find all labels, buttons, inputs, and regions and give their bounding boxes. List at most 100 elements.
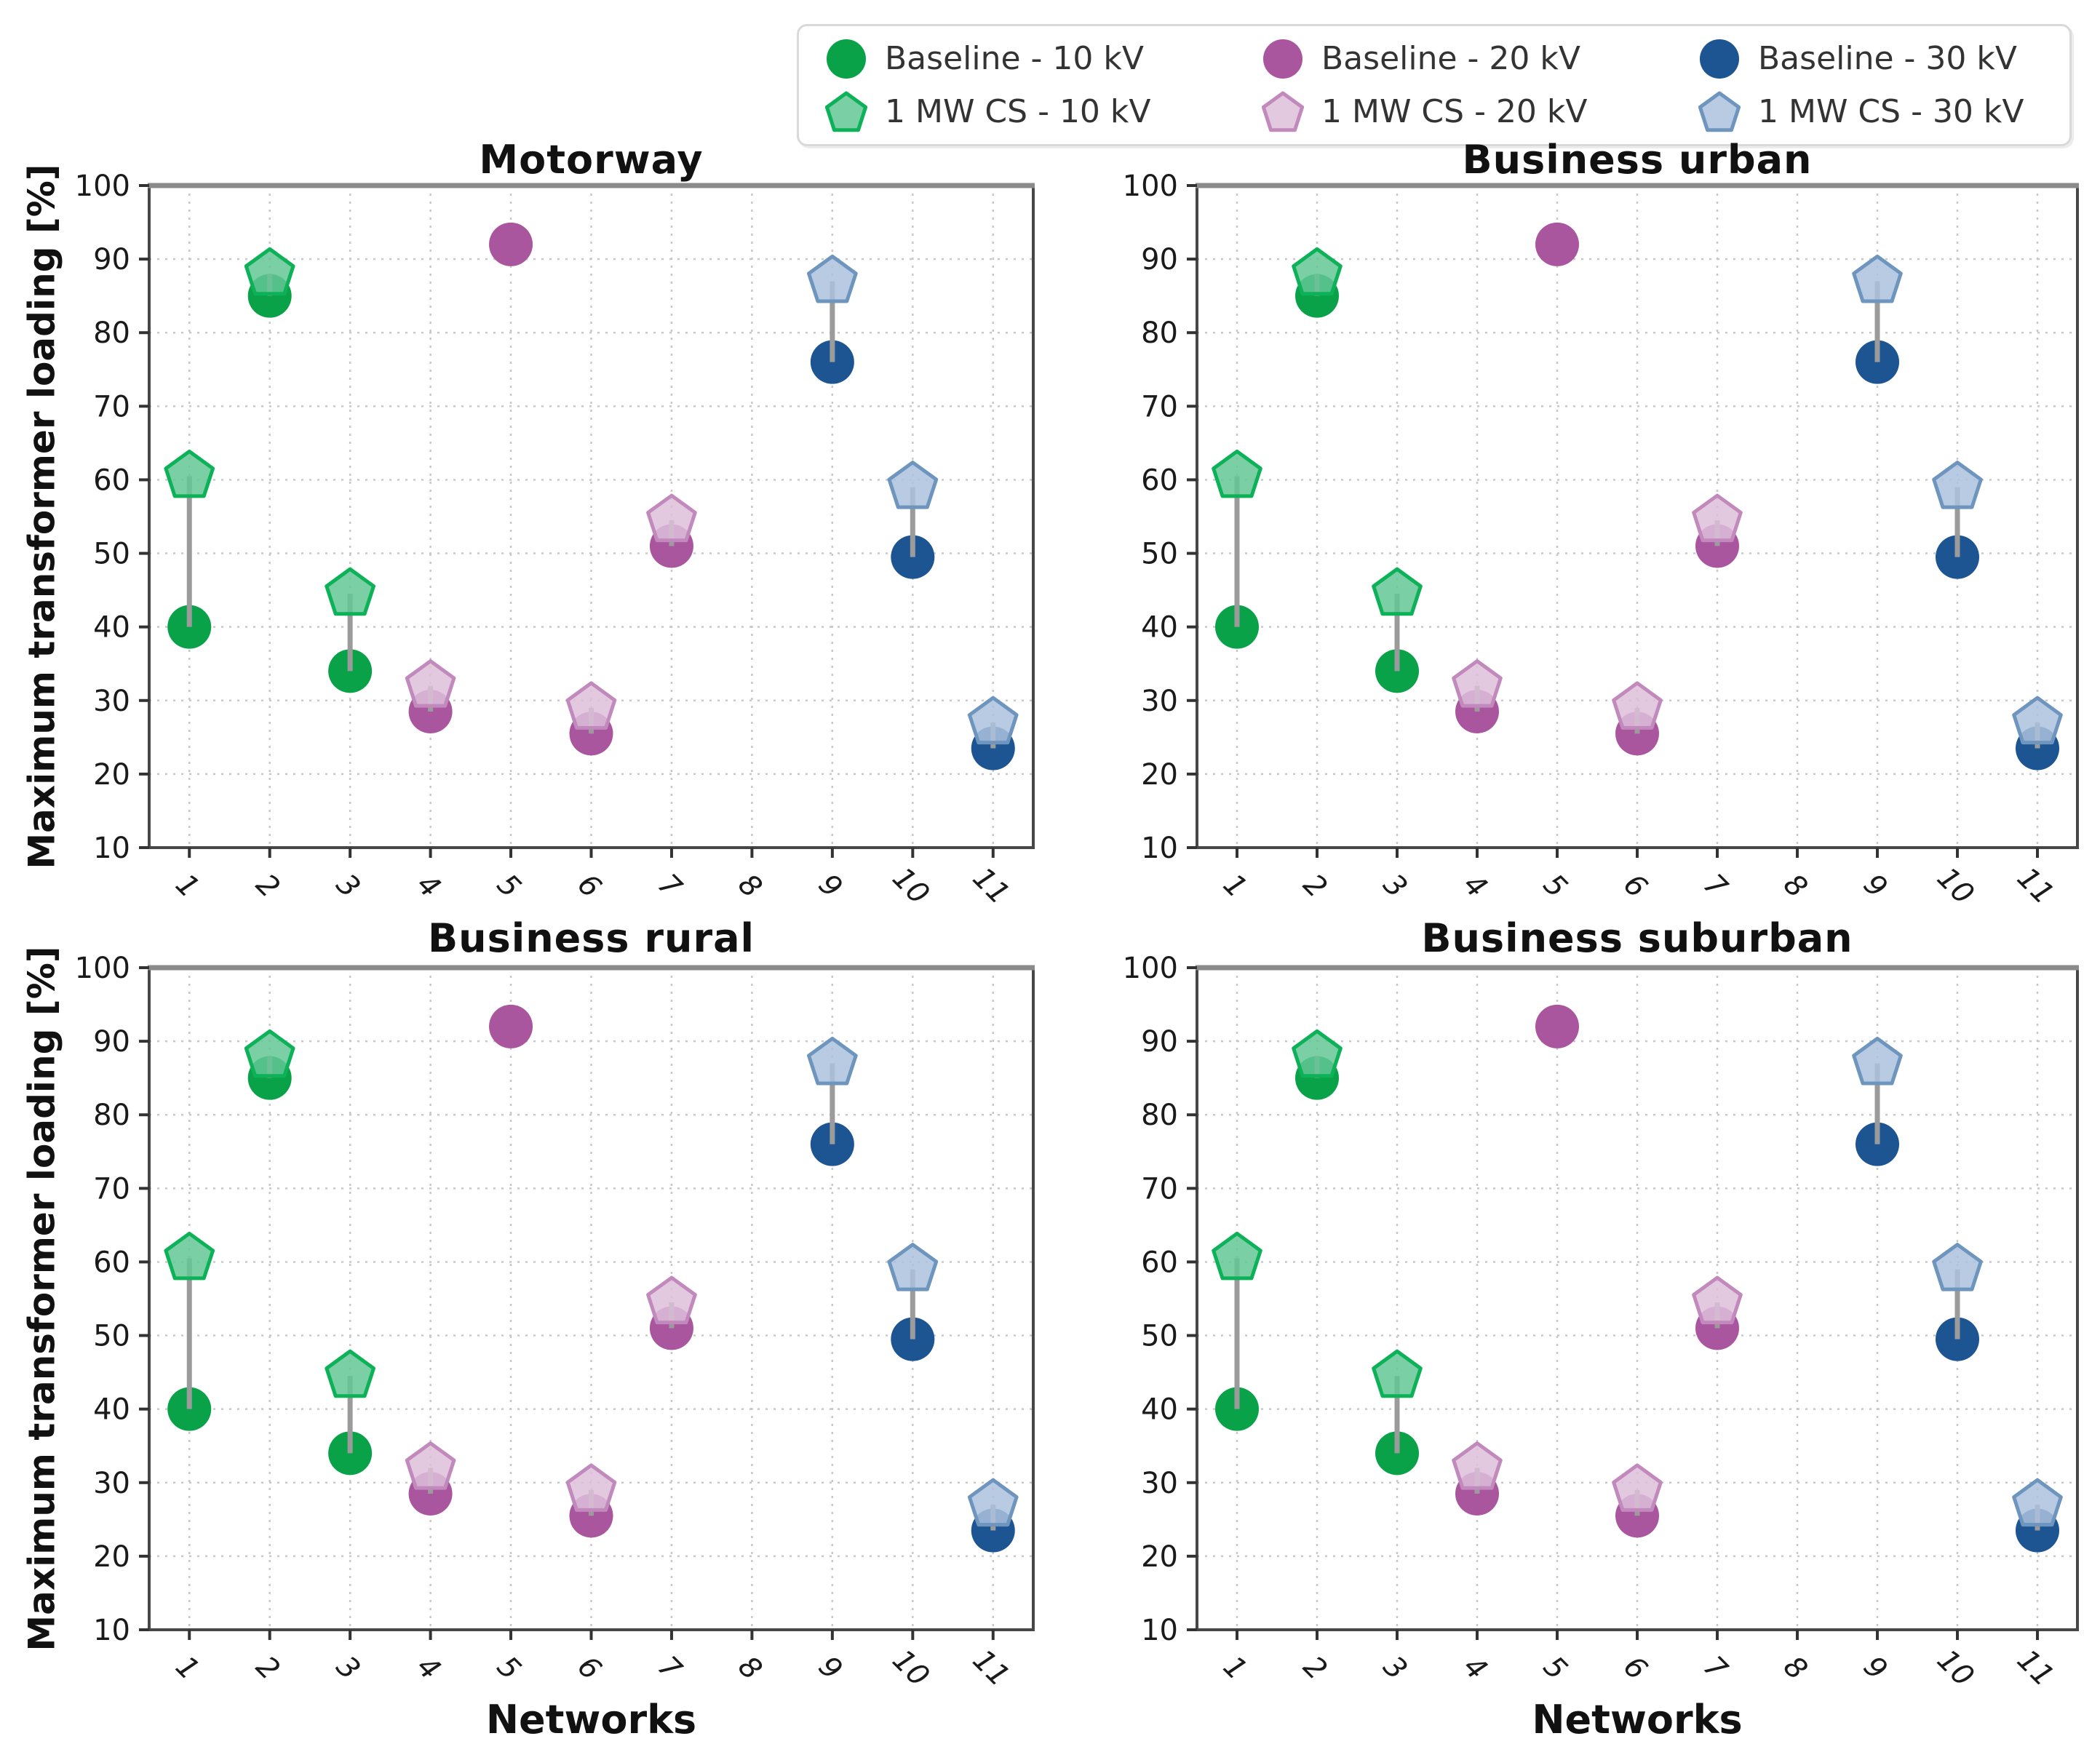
legend-item-cs-20kv: 1 MW CS - 20 kV xyxy=(1262,91,1698,133)
x-tick-label: 7 xyxy=(651,1650,688,1687)
x-tick-label: 4 xyxy=(410,1650,448,1687)
marker-cs-30kV xyxy=(2012,696,2063,745)
y-tick-label: 60 xyxy=(93,1246,130,1279)
legend-label: Baseline - 20 kV xyxy=(1321,40,1580,77)
y-tick-label: 10 xyxy=(1141,1614,1178,1647)
marker-cs-30kV xyxy=(967,1478,1019,1527)
marker-baseline-10kV xyxy=(1215,1387,1259,1431)
legend-box: Baseline - 10 kV 1 MW CS - 10 kV Baselin… xyxy=(797,24,2072,146)
x-tick-label: 1 xyxy=(169,868,206,905)
circle-glyph xyxy=(827,39,866,79)
y-tick-label: 100 xyxy=(75,952,130,985)
marker-baseline-20kV xyxy=(1535,1004,1579,1048)
marker-cs-10kV xyxy=(325,567,375,616)
marker-cs-10kV xyxy=(1212,449,1262,498)
y-tick-label: 30 xyxy=(1141,1467,1178,1500)
x-tick-label: 2 xyxy=(250,868,287,905)
y-tick-label: 30 xyxy=(1141,685,1178,718)
x-tick-label: 3 xyxy=(1377,868,1414,905)
marker-baseline-20kV xyxy=(489,222,533,266)
x-tick-label: 6 xyxy=(570,868,608,905)
y-tick-label: 100 xyxy=(1123,952,1178,985)
x-tick-label: 2 xyxy=(250,1650,287,1687)
marker-cs-10kV xyxy=(325,1349,375,1398)
marker-baseline-30kV xyxy=(1856,1122,1899,1166)
y-tick-label: 40 xyxy=(1141,1393,1178,1427)
circle-glyph xyxy=(1700,39,1739,79)
y-tick-label: 40 xyxy=(93,611,130,645)
marker-cs-10kV xyxy=(244,1029,295,1078)
marker-cs-20kV xyxy=(565,681,617,730)
x-tick-label: 10 xyxy=(886,1644,936,1694)
x-tick-label: 3 xyxy=(1377,1650,1414,1687)
x-tick-label: 6 xyxy=(570,1650,608,1687)
marker-cs-30kV xyxy=(2012,1478,2063,1527)
marker-cs-20kV xyxy=(1452,659,1503,708)
y-tick-label: 80 xyxy=(1141,1099,1178,1132)
baseline-20kv-circle-icon xyxy=(1263,39,1302,79)
marker-cs-20kV xyxy=(1612,1463,1663,1512)
marker-cs-30kV xyxy=(967,696,1019,745)
marker-cs-30kV xyxy=(1852,254,1903,303)
y-tick-label: 30 xyxy=(93,685,130,718)
legend-label: 1 MW CS - 10 kV xyxy=(885,93,1151,130)
marker-cs-30kV xyxy=(887,1243,939,1291)
y-tick-label: 100 xyxy=(1123,170,1178,203)
legend-label: Baseline - 30 kV xyxy=(1758,40,2017,77)
y-tick-label: 50 xyxy=(1141,538,1178,571)
legend-item-baseline-20kv: Baseline - 20 kV xyxy=(1262,38,1698,80)
legend-label: 1 MW CS - 30 kV xyxy=(1758,93,2024,130)
cs-20kv-pentagon-icon xyxy=(1262,91,1304,132)
legend-label: 1 MW CS - 20 kV xyxy=(1321,93,1588,130)
marker-cs-10kV xyxy=(1372,567,1423,616)
y-tick-label: 10 xyxy=(93,832,130,865)
legend-item-cs-10kv: 1 MW CS - 10 kV xyxy=(825,91,1262,133)
marker-cs-20kV xyxy=(565,1463,617,1512)
x-axis-label-rural: Networks xyxy=(485,1697,697,1743)
marker-cs-20kV xyxy=(405,659,456,708)
y-tick-label: 90 xyxy=(1141,1025,1178,1059)
y-tick-label: 70 xyxy=(1141,390,1178,423)
y-tick-label: 80 xyxy=(1141,316,1178,350)
marker-cs-10kV xyxy=(164,1231,215,1281)
marker-baseline-20kV xyxy=(489,1004,533,1048)
y-tick-label: 60 xyxy=(93,463,130,497)
legend-item-baseline-10kv: Baseline - 10 kV xyxy=(825,38,1262,80)
x-tick-label: 4 xyxy=(1457,868,1494,905)
y-tick-label: 20 xyxy=(93,1540,130,1574)
chart-panel-motorway: 10 20 30 40 50 60 70 80 90 100 1 2 3 4 5 6 7 8 9 10 11 xyxy=(75,170,1035,911)
cs-30kv-pentagon-icon xyxy=(1698,91,1741,132)
x-tick-label: 1 xyxy=(169,1650,206,1687)
x-tick-label: 9 xyxy=(1857,868,1894,905)
x-tick-label: 1 xyxy=(1217,868,1254,905)
y-tick-label: 80 xyxy=(93,316,130,350)
marker-cs-30kV xyxy=(807,254,858,303)
panel-title-business-suburban: Business suburban xyxy=(1421,915,1853,961)
x-tick-label: 5 xyxy=(490,1650,528,1687)
y-axis-label-top-row: Maximum transformer loading [%] xyxy=(21,164,63,869)
marker-cs-30kV xyxy=(1932,461,1983,509)
y-tick-label: 20 xyxy=(93,758,130,792)
marker-cs-30kV xyxy=(1932,1243,1983,1291)
y-tick-label: 100 xyxy=(75,170,130,203)
x-tick-label: 5 xyxy=(490,868,528,905)
marker-cs-10kV xyxy=(164,449,215,498)
panel-title-motorway: Motorway xyxy=(479,137,704,183)
x-tick-label: 5 xyxy=(1537,868,1574,905)
pentagon-glyph xyxy=(1262,91,1304,132)
marker-cs-10kV xyxy=(1372,1349,1423,1398)
x-tick-label: 10 xyxy=(1930,861,1981,912)
x-tick-label: 11 xyxy=(966,861,1017,912)
y-tick-label: 90 xyxy=(1141,243,1178,276)
marker-cs-20kV xyxy=(1452,1441,1503,1490)
x-tick-label: 7 xyxy=(1697,1650,1734,1687)
chart-panel-business-suburban: 10 20 30 40 50 60 70 80 90 100 1 2 3 4 5 6 7 8 9 10 11 xyxy=(1123,952,2079,1693)
marker-cs-20kV xyxy=(1692,493,1743,543)
x-tick-label: 10 xyxy=(886,861,936,912)
marker-cs-10kV xyxy=(1292,247,1343,296)
x-tick-label: 11 xyxy=(2010,861,2061,912)
panel-title-business-rural: Business rural xyxy=(427,915,755,961)
y-tick-label: 50 xyxy=(93,1320,130,1353)
x-tick-label: 5 xyxy=(1537,1650,1574,1687)
